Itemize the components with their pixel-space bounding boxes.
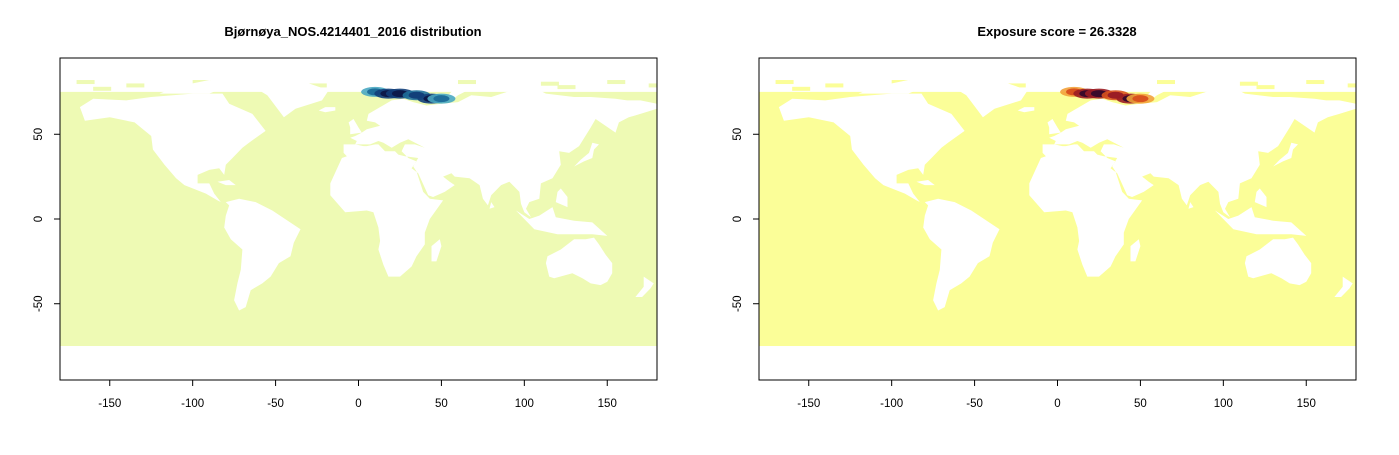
right-x-tick-label: -50 <box>966 398 983 410</box>
right-y-tick-label: 0 <box>732 216 744 222</box>
right-map-area <box>759 80 1356 380</box>
right-x-tick-label: 150 <box>1297 398 1316 410</box>
right-land-svalbard <box>1075 83 1103 89</box>
left-land-greenland <box>259 83 329 118</box>
right-x-tick-label: -150 <box>797 398 820 410</box>
right-arctic-cell <box>1007 83 1026 88</box>
right-arctic-cell <box>792 86 811 91</box>
left-y-tick-label: 0 <box>33 216 45 222</box>
left-land-arctic-islands-ca <box>159 80 243 94</box>
left-x-tick-label: -150 <box>98 398 121 410</box>
right-x-tick-label: -100 <box>880 398 903 410</box>
left-arctic-cell <box>540 81 559 86</box>
right-land-new-zealand <box>1334 276 1353 297</box>
right-land-indonesia <box>1215 207 1307 236</box>
right-land-caribbean-cuba <box>916 180 935 186</box>
right-panel: Exposure score = 26.3328 -150 -100 -50 0 50 1… <box>732 24 1357 410</box>
right-x-tick-label: 100 <box>1214 398 1233 410</box>
left-x-tick-label: 150 <box>598 398 617 410</box>
left-arctic-cell <box>607 80 626 85</box>
left-land-uk <box>348 119 362 135</box>
right-land-south-america <box>923 198 1000 311</box>
right-y-tick-label: -50 <box>732 295 744 312</box>
left-hotspot-cell <box>433 95 450 103</box>
right-arctic-cell <box>825 83 844 88</box>
right-land-antarctica <box>759 346 1356 380</box>
right-hotspot-cell <box>1132 95 1149 103</box>
left-arctic-cell <box>308 83 327 88</box>
left-land-sri-lanka <box>489 202 495 209</box>
left-plot-title: Bjørnøya_NOS.4214401_2016 distribution <box>224 24 481 39</box>
left-arctic-cell <box>648 83 657 88</box>
left-arctic-cell <box>76 80 95 85</box>
left-land-indonesia <box>516 207 608 236</box>
left-hotspot-layer <box>361 86 456 104</box>
left-x-tick-label: 100 <box>515 398 534 410</box>
right-land-greenland <box>958 83 1028 118</box>
right-land-eurasia-africa <box>1029 86 1356 277</box>
right-arctic-cell <box>1347 83 1356 88</box>
right-arctic-cell <box>1306 80 1325 85</box>
left-land-eurasia-africa <box>330 86 657 277</box>
left-land-australia <box>545 237 613 286</box>
left-land-antarctica <box>60 346 657 380</box>
left-arctic-cell <box>93 86 112 91</box>
right-land-japan <box>1273 142 1298 167</box>
left-land-iceland <box>318 107 336 113</box>
right-land-arctic-islands-ca <box>858 80 942 94</box>
left-y-tick-label: -50 <box>33 295 45 312</box>
left-land-new-zealand <box>635 276 654 297</box>
right-land-iceland <box>1017 107 1035 113</box>
left-land-svalbard <box>376 83 404 89</box>
right-arctic-cell <box>1239 81 1258 86</box>
right-land-uk <box>1047 119 1061 135</box>
left-land-south-america <box>224 198 301 311</box>
left-arctic-cell <box>557 85 576 90</box>
right-land-madagascar <box>1130 239 1141 262</box>
left-y-tick-label: 50 <box>33 128 45 141</box>
left-y-axis: -50 0 50 <box>33 128 61 312</box>
left-land-north-america <box>79 93 266 206</box>
left-land-madagascar <box>431 239 442 262</box>
left-x-tick-label: -100 <box>181 398 204 410</box>
right-land-layer <box>759 80 1356 380</box>
right-plot-title: Exposure score = 26.3328 <box>977 24 1136 39</box>
right-hotspot-layer <box>1060 86 1155 104</box>
right-land-north-america <box>778 93 965 206</box>
left-land-caribbean-cuba <box>217 180 236 186</box>
right-y-tick-label: 50 <box>732 128 744 141</box>
right-x-tick-label: 50 <box>1134 398 1147 410</box>
left-arctic-cell <box>126 83 145 88</box>
right-land-australia <box>1244 237 1312 286</box>
left-panel: Bjørnøya_NOS.4214401_2016 distribution -… <box>33 24 658 410</box>
left-x-tick-label: 0 <box>355 398 361 410</box>
right-x-axis: -150 -100 -50 0 50 100 150 <box>797 379 1316 410</box>
left-x-tick-label: -50 <box>267 398 284 410</box>
left-land-japan <box>574 142 599 167</box>
right-land-philippines <box>1254 188 1267 208</box>
left-land-layer <box>60 80 657 380</box>
left-land-philippines <box>555 188 568 208</box>
left-x-tick-label: 50 <box>435 398 448 410</box>
right-land-sri-lanka <box>1188 202 1194 209</box>
left-arctic-cell <box>458 80 476 85</box>
left-x-axis: -150 -100 -50 0 50 100 150 <box>98 379 617 410</box>
left-map-area <box>60 80 657 380</box>
right-arctic-cell <box>1256 85 1275 90</box>
right-arctic-cell <box>1157 80 1175 85</box>
right-y-axis: -50 0 50 <box>732 128 760 312</box>
right-x-tick-label: 0 <box>1054 398 1060 410</box>
right-arctic-cell <box>775 80 794 85</box>
